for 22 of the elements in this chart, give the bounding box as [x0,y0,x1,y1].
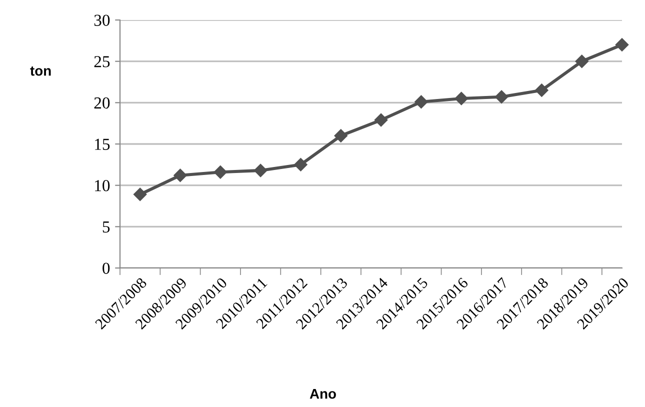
point [294,158,308,172]
point [174,168,187,182]
point [535,84,548,97]
point [374,113,388,127]
point [494,90,508,104]
y-tick-label: 15 [95,138,110,150]
point [133,188,147,202]
point [615,38,629,52]
y-tick-label: 25 [94,56,110,68]
point [454,92,468,106]
y-axis-title: ton [30,66,51,76]
y-tick-label: 5 [102,222,110,233]
y-tick-label: 0 [102,262,110,274]
point [254,164,268,178]
point [334,129,348,142]
x-axis-title: Ano [310,389,336,399]
point [575,54,588,68]
point [214,166,227,179]
point [414,95,428,108]
y-tick-label: 20 [94,97,110,109]
y-tick-label: 30 [94,14,110,26]
y-tick-label: 10 [95,180,110,192]
